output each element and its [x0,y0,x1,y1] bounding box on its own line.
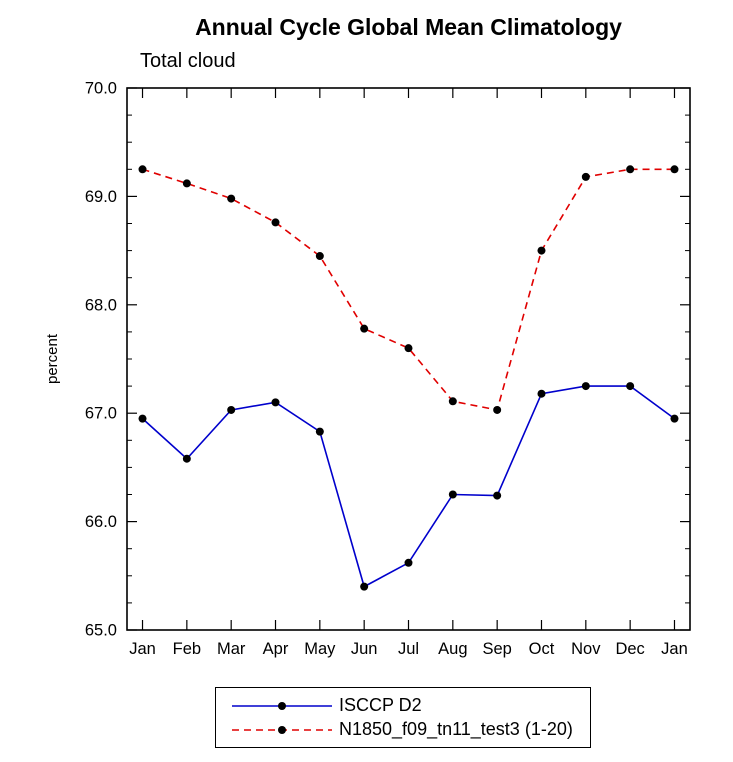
chart-canvas: Jan Feb Mar Apr May Jun Jul Aug Sep Oct Nov Dec Jan 6… [44,80,691,659]
chart-legend: ISCCP D2 N1850_f09_tn11_test3 (1-20) [215,687,591,748]
svg-text:67.0: 67.0 [85,405,117,423]
chart-subtitle: Total cloud [140,50,236,72]
legend-item-n1850: N1850_f09_tn11_test3 (1-20) [230,719,584,740]
y-axis-label: percent [44,333,61,384]
svg-text:Jun: Jun [351,640,378,658]
svg-text:Mar: Mar [217,640,246,658]
svg-text:Apr: Apr [263,640,289,658]
svg-text:Feb: Feb [173,640,201,658]
svg-text:Aug: Aug [438,640,467,658]
svg-text:Jul: Jul [398,640,419,658]
legend-line-solid-icon [232,701,332,710]
svg-text:Dec: Dec [615,640,644,658]
legend-label: N1850_f09_tn11_test3 (1-20) [339,719,573,739]
legend-label: ISCCP D2 [339,695,422,715]
svg-text:Sep: Sep [482,640,511,658]
legend-line-dashed-icon [232,725,332,734]
svg-text:66.0: 66.0 [85,513,117,531]
axis-ticks [127,87,690,631]
svg-text:Nov: Nov [571,640,601,658]
svg-text:68.0: 68.0 [85,296,117,314]
svg-text:70.0: 70.0 [85,80,117,98]
svg-text:Jan: Jan [661,640,688,658]
legend-item-isccp: ISCCP D2 [230,695,584,716]
svg-text:69.0: 69.0 [85,188,117,206]
svg-text:65.0: 65.0 [85,622,117,640]
svg-text:May: May [304,640,336,658]
data-series [138,165,679,591]
plot-frame [126,87,691,631]
svg-text:Oct: Oct [529,640,555,658]
svg-text:percent: percent [44,333,61,384]
svg-text:Jan: Jan [129,640,156,658]
axis-tick-labels: Jan Feb Mar Apr May Jun Jul Aug Sep Oct Nov Dec Jan 6… [85,80,688,659]
chart-title: Annual Cycle Global Mean Climatology [195,14,622,40]
